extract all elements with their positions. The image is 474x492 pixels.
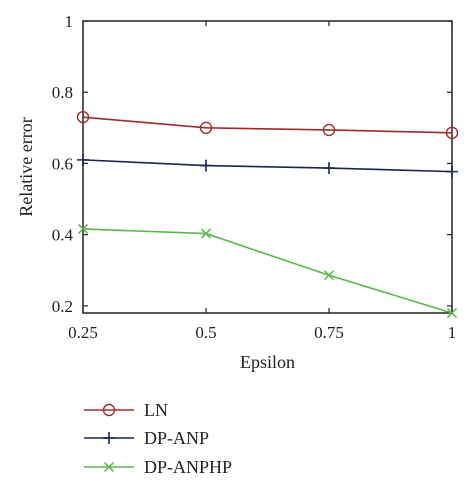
series-line — [82, 159, 453, 173]
data-point — [322, 123, 336, 137]
series-line — [82, 116, 453, 134]
legend-label: DP-ANP — [144, 428, 209, 448]
y-tick-label: 1 — [65, 12, 74, 31]
data-point — [446, 307, 458, 319]
y-tick-label: 0.2 — [52, 297, 73, 316]
data-point — [200, 228, 212, 239]
x-tick-label: 0.75 — [314, 323, 344, 342]
data-point — [199, 121, 213, 135]
series-layer — [76, 110, 459, 319]
legend-label: DP-ANPHP — [144, 457, 232, 477]
series-dp-anphp — [77, 223, 458, 319]
legend-item: DP-ANP — [84, 428, 209, 448]
x-axis-title: Epsilon — [240, 352, 295, 372]
x-axis: 0.25 0.5 0.75 1 — [68, 21, 456, 342]
legend-marker — [102, 403, 116, 417]
data-point — [323, 270, 335, 281]
y-tick-label: 0.6 — [52, 154, 73, 173]
data-point — [200, 159, 212, 172]
data-point — [77, 153, 89, 166]
legend-marker — [103, 461, 115, 473]
data-point — [77, 223, 89, 234]
y-axis: 0.2 0.4 0.6 0.8 1 — [52, 12, 452, 316]
x-tick-label: 1 — [448, 323, 457, 342]
data-point — [323, 162, 335, 175]
data-point — [76, 110, 90, 124]
series-ln — [76, 110, 459, 140]
data-point — [445, 126, 459, 140]
y-tick-label: 0.4 — [52, 226, 74, 245]
legend-label: LN — [144, 400, 168, 420]
plot-area: 0.2 0.4 0.6 0.8 1 0.25 0.5 0.75 1 — [52, 12, 459, 342]
legend: LN DP-ANP DP-ANPHP — [84, 400, 232, 477]
data-point — [446, 165, 458, 178]
x-tick-label: 0.25 — [68, 323, 98, 342]
legend-item: DP-ANPHP — [84, 457, 232, 477]
y-axis-title: Relative error — [16, 117, 36, 216]
series-dp-anp — [77, 153, 458, 178]
legend-marker — [103, 432, 115, 444]
legend-item: LN — [84, 400, 168, 420]
y-tick-label: 0.8 — [52, 83, 73, 102]
x-tick-label: 0.5 — [195, 323, 216, 342]
series-line — [82, 228, 453, 314]
